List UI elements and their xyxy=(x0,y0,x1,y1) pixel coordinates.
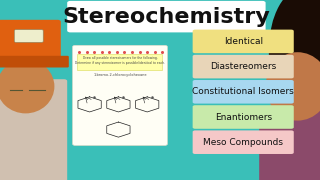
Ellipse shape xyxy=(269,0,320,113)
FancyBboxPatch shape xyxy=(259,106,320,180)
Ellipse shape xyxy=(0,59,54,113)
FancyBboxPatch shape xyxy=(67,1,266,32)
FancyBboxPatch shape xyxy=(0,79,67,180)
FancyBboxPatch shape xyxy=(193,30,294,53)
FancyBboxPatch shape xyxy=(0,20,61,63)
FancyBboxPatch shape xyxy=(193,80,294,104)
FancyBboxPatch shape xyxy=(14,30,43,42)
FancyBboxPatch shape xyxy=(77,54,163,71)
Text: Draw all possible stereoisomers for the following.
Determine if any stereoisomer: Draw all possible stereoisomers for the … xyxy=(75,56,165,65)
FancyBboxPatch shape xyxy=(193,55,294,78)
FancyBboxPatch shape xyxy=(73,45,167,145)
Ellipse shape xyxy=(266,52,320,121)
FancyBboxPatch shape xyxy=(0,56,69,68)
FancyBboxPatch shape xyxy=(193,105,294,129)
Text: Identical: Identical xyxy=(224,37,263,46)
Text: Stereochemistry: Stereochemistry xyxy=(62,6,270,27)
FancyBboxPatch shape xyxy=(193,130,294,154)
Text: Constitutional Isomers: Constitutional Isomers xyxy=(192,87,294,96)
Text: Diastereomers: Diastereomers xyxy=(210,62,276,71)
Text: Enantiomers: Enantiomers xyxy=(215,112,272,122)
Text: Meso Compounds: Meso Compounds xyxy=(203,138,283,147)
Text: 1-bromo-2-chlorocyclohexane: 1-bromo-2-chlorocyclohexane xyxy=(93,73,147,77)
